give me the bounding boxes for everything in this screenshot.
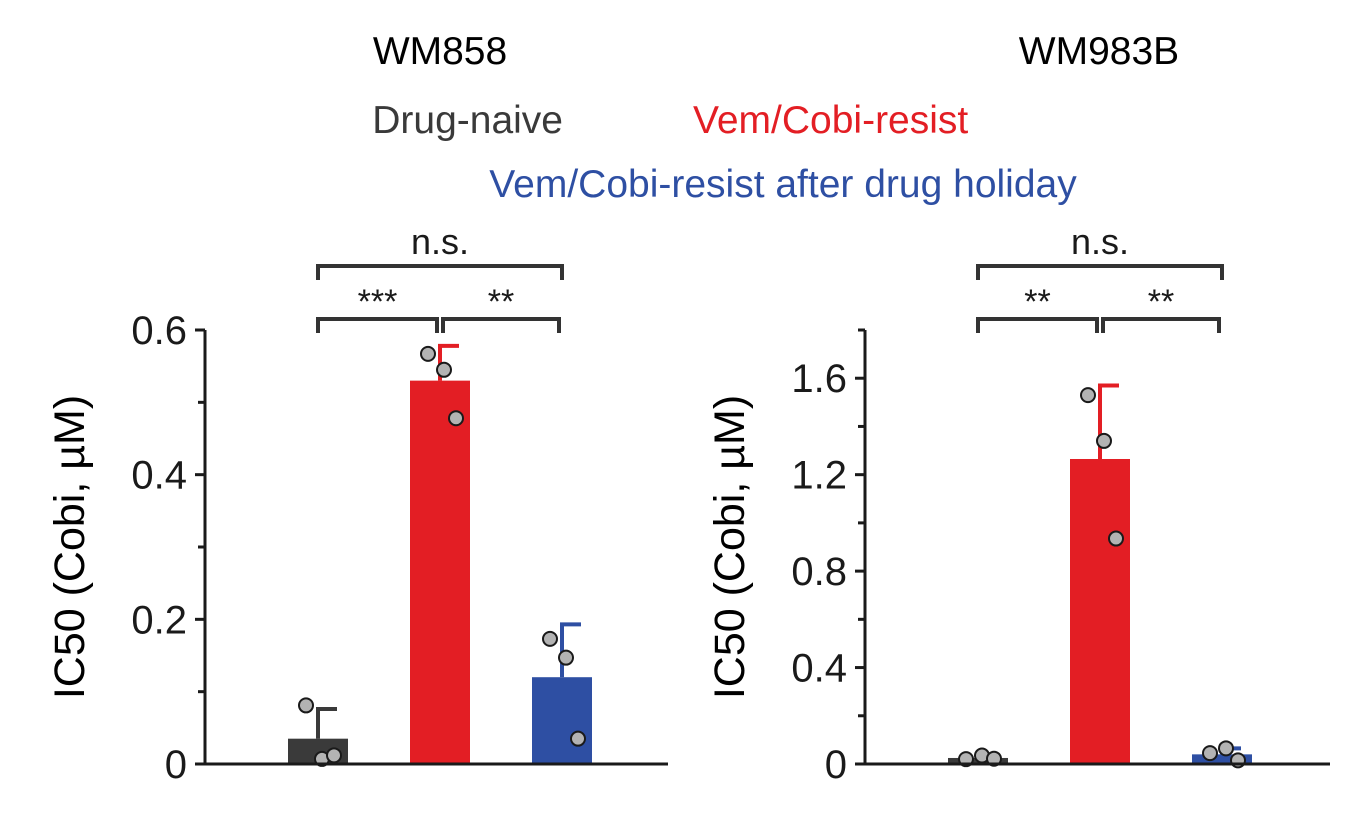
data-point: [542, 630, 558, 647]
significance-bracket: [1101, 317, 1221, 333]
data-point: [1080, 387, 1096, 404]
bar: [532, 677, 592, 764]
data-point: [1108, 530, 1124, 547]
chart-panel-wm983b: WM983B IC50 (Cobi, µM) 0 0.4 0.8 1.2 1.6 ** **…: [706, 30, 1330, 787]
data-point: [436, 361, 452, 378]
data-point: [1096, 432, 1112, 449]
y-axis-label: IC50 (Cobi, µM): [46, 395, 94, 699]
data-point: [448, 410, 464, 427]
y-tick-label: 0.8: [791, 550, 847, 594]
significance-bracket: [441, 317, 561, 333]
significance-label: **: [488, 283, 514, 321]
data-point: [326, 747, 342, 764]
data-point: [558, 649, 574, 666]
significance-label: n.s.: [1071, 221, 1129, 262]
chart-title: WM983B: [1019, 30, 1179, 73]
chart-panel-wm858: WM858 IC50 (Cobi, µM) 00.20.40.6*** **n.s…: [46, 30, 668, 787]
legend-after-drug-holiday: Vem/Cobi-resist after drug holiday: [489, 163, 1077, 206]
plot-area: 00.20.40.6*** **n.s.: [131, 221, 668, 787]
significance-label: **: [1148, 283, 1174, 321]
y-tick-label: 1.6: [791, 357, 847, 401]
bar: [410, 380, 470, 764]
significance-label: n.s.: [411, 221, 469, 262]
y-tick-label: 0.2: [131, 598, 187, 642]
data-point: [298, 697, 314, 714]
data-point: [1202, 745, 1218, 762]
data-point: [986, 750, 1002, 767]
y-tick-label: 0.4: [791, 647, 847, 691]
significance-bracket: [316, 264, 564, 280]
y-tick-label: 0: [825, 743, 847, 787]
significance-label: **: [1024, 283, 1050, 321]
y-tick-label: 0: [165, 743, 187, 787]
plot-area: 0 0.4 0.8 1.2 1.6 ** ** n.s.: [791, 221, 1330, 787]
data-point: [570, 730, 586, 747]
significance-label: ***: [358, 283, 398, 321]
y-axis-label: IC50 (Cobi, µM): [706, 395, 754, 699]
significance-bracket: [976, 317, 1099, 333]
legend-vem-cobi-resist: Vem/Cobi-resist: [693, 99, 968, 142]
y-tick-label: 1.2: [791, 454, 847, 498]
bar: [1192, 754, 1252, 764]
data-point: [420, 345, 436, 362]
legend-drug-naive: Drug-naive: [372, 99, 563, 142]
legend: Drug-naive Vem/Cobi-resist Vem/Cobi-resi…: [372, 99, 1077, 206]
data-point: [1218, 740, 1234, 757]
significance-bracket: [316, 317, 439, 333]
chart-title: WM858: [373, 30, 507, 73]
significance-bracket: [976, 264, 1224, 280]
y-tick-label: 0.4: [131, 454, 187, 498]
y-tick-label: 0.6: [131, 309, 187, 353]
bar: [1070, 458, 1130, 764]
